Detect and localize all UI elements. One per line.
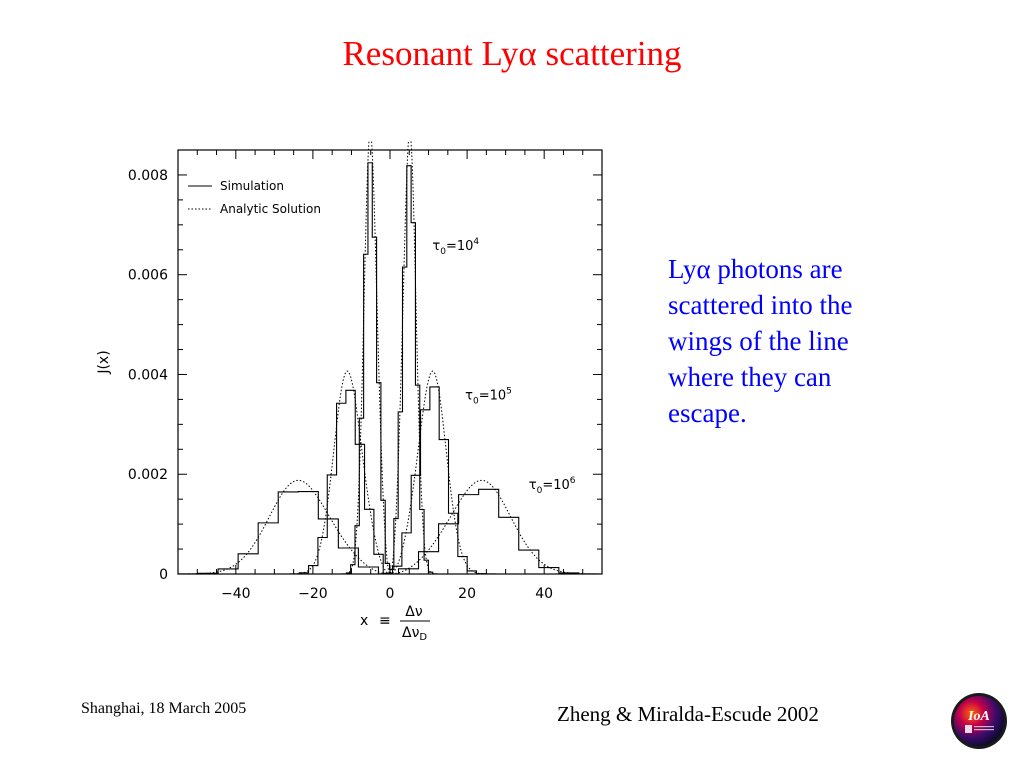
logo-text: IoA: [967, 709, 990, 724]
y-tick-label: 0.004: [128, 367, 168, 383]
title-alpha-symbol: α: [518, 34, 537, 73]
tau-annotation: τ0=106: [529, 476, 576, 496]
x-tick-label: −20: [298, 586, 328, 602]
body-line: wings of the line: [668, 325, 849, 356]
body-text: Lyα photons are scattered into the wings…: [668, 252, 968, 432]
jx-chart: −40 −20 0 20 40 0 0.002 0.004 0.006 0.008 J(x) x ≡ Δν…: [96, 140, 603, 643]
body-line: escape.: [668, 397, 747, 428]
tau-annotation: τ0=105: [465, 386, 512, 406]
legend-label-simulation: Simulation: [220, 179, 284, 193]
y-tick-label: 0: [159, 567, 168, 583]
slide-title: Resonant Lyα scattering: [0, 34, 1024, 74]
x-axis-label: x: [360, 613, 368, 629]
tau-annotation: τ0=104: [432, 237, 479, 257]
x-axis-label-equiv: ≡: [379, 613, 391, 629]
body-line: where they can: [668, 361, 832, 392]
body-line: scattered into the: [668, 289, 853, 320]
ioa-logo: IoA: [951, 693, 1007, 749]
x-axis-label-numerator: Δν: [405, 604, 423, 620]
body-line: Lyα photons are: [668, 254, 843, 284]
x-tick-label: 0: [386, 586, 395, 602]
x-tick-label: −40: [221, 586, 251, 602]
figure: −40 −20 0 20 40 0 0.002 0.004 0.006 0.008 J(x) x ≡ Δν…: [92, 140, 612, 645]
y-tick-label: 0.002: [128, 467, 168, 483]
footer-citation: Zheng & Miralda-Escude 2002: [557, 702, 819, 726]
analytic-curve-tau5: [178, 370, 602, 575]
simulation-histogram-tau5: [178, 386, 602, 575]
simulation-histogram-tau6: [178, 488, 602, 575]
x-axis-label-denominator: ΔνD: [402, 625, 427, 643]
y-axis-label: J(x): [96, 350, 112, 374]
x-tick-label: 40: [535, 586, 553, 602]
legend-label-analytic: Analytic Solution: [220, 202, 321, 216]
title-prefix: Resonant Ly: [342, 34, 519, 73]
simulation-histogram-tau4: [178, 162, 602, 575]
footer-date: Shanghai, 18 March 2005: [81, 700, 247, 717]
x-tick-label: 20: [458, 586, 476, 602]
y-tick-label: 0.008: [128, 168, 168, 184]
title-suffix: scattering: [536, 34, 682, 73]
y-tick-label: 0.006: [128, 268, 168, 284]
